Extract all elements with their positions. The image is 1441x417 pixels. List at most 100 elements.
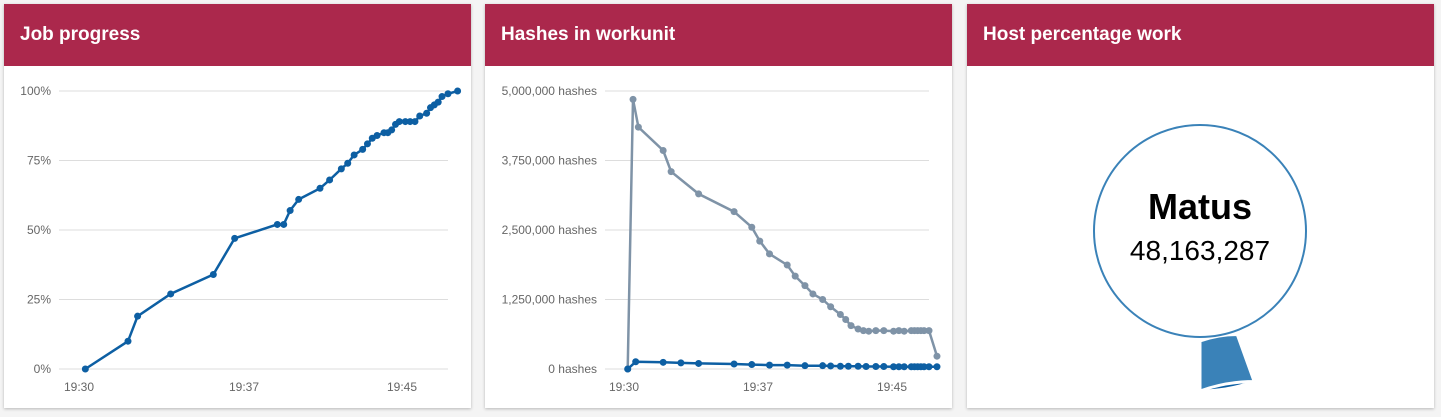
x-tick-label: 19:45 (387, 380, 417, 394)
data-point[interactable] (326, 176, 334, 184)
card-title-job-progress: Job progress (4, 4, 471, 66)
data-point[interactable] (859, 327, 867, 335)
data-point[interactable] (748, 223, 756, 231)
data-point[interactable] (925, 327, 933, 335)
data-point[interactable] (920, 327, 928, 335)
y-tick-label: 5,000,000 hashes (502, 84, 597, 98)
data-point[interactable] (81, 365, 89, 373)
data-point[interactable] (667, 168, 675, 176)
data-point[interactable] (209, 270, 217, 278)
y-tick-label: 3,750,000 hashes (502, 154, 597, 168)
data-point[interactable] (231, 234, 239, 242)
data-point[interactable] (677, 359, 685, 367)
data-point[interactable] (411, 118, 419, 126)
data-point[interactable] (634, 123, 642, 131)
data-point[interactable] (836, 362, 844, 370)
data-point[interactable] (819, 362, 827, 370)
data-point[interactable] (434, 98, 442, 106)
series-line (626, 99, 939, 370)
data-point[interactable] (842, 316, 850, 324)
data-point[interactable] (895, 327, 903, 335)
y-tick-label: 50% (27, 223, 51, 237)
data-point[interactable] (438, 93, 446, 101)
data-point[interactable] (827, 303, 835, 311)
host-percentage-donut: Matus 48,163,287 (1093, 124, 1307, 394)
pie-slice-main[interactable] (1198, 332, 1257, 394)
data-point[interactable] (854, 362, 862, 370)
data-point[interactable] (890, 363, 898, 371)
data-point[interactable] (695, 190, 703, 198)
data-point[interactable] (933, 352, 941, 360)
data-point[interactable] (363, 140, 371, 148)
data-point[interactable] (766, 250, 773, 258)
data-point[interactable] (801, 362, 809, 370)
data-point[interactable] (629, 95, 637, 103)
y-tick-label: 1,250,000 hashes (502, 293, 597, 307)
data-point[interactable] (359, 145, 367, 153)
data-point[interactable] (783, 361, 791, 369)
y-tick-label: 100% (20, 84, 51, 98)
data-point[interactable] (925, 363, 933, 371)
y-tick-label: 2,500,000 hashes (502, 223, 597, 237)
data-point[interactable] (416, 112, 424, 120)
data-point[interactable] (454, 87, 462, 95)
data-point[interactable] (401, 118, 409, 126)
data-point[interactable] (880, 362, 888, 370)
data-point[interactable] (695, 359, 703, 367)
data-point[interactable] (124, 337, 132, 345)
data-point[interactable] (872, 327, 880, 335)
data-point[interactable] (659, 146, 667, 154)
data-point[interactable] (809, 290, 817, 298)
data-point[interactable] (890, 327, 898, 335)
data-point[interactable] (844, 362, 852, 370)
data-point[interactable] (395, 118, 403, 126)
data-point[interactable] (730, 360, 738, 368)
data-point[interactable] (791, 272, 799, 280)
donut-center-value: 48,163,287 (1130, 235, 1270, 266)
data-point[interactable] (344, 159, 352, 167)
data-point[interactable] (900, 327, 908, 335)
data-point[interactable] (167, 290, 175, 298)
data-point[interactable] (872, 362, 880, 370)
data-point[interactable] (624, 365, 632, 373)
data-point[interactable] (406, 118, 414, 126)
host-percentage-card: Host percentage work Matus 48,163,287 (967, 4, 1434, 408)
data-point[interactable] (827, 362, 835, 370)
data-point[interactable] (895, 363, 903, 371)
data-point[interactable] (819, 296, 827, 303)
data-point[interactable] (134, 312, 142, 320)
data-point[interactable] (854, 325, 862, 333)
y-tick-label: 75% (27, 154, 51, 168)
data-point[interactable] (730, 208, 738, 216)
data-point[interactable] (766, 361, 773, 369)
data-point[interactable] (801, 282, 809, 290)
data-point[interactable] (444, 90, 452, 98)
data-point[interactable] (337, 165, 345, 173)
y-tick-label: 25% (27, 293, 51, 307)
data-point[interactable] (880, 327, 888, 335)
data-point[interactable] (373, 131, 381, 139)
data-point[interactable] (748, 361, 756, 369)
data-point[interactable] (933, 363, 941, 371)
data-point[interactable] (865, 327, 873, 335)
data-point[interactable] (632, 358, 640, 366)
data-point[interactable] (273, 220, 281, 228)
data-point[interactable] (920, 363, 928, 371)
job-progress-chart: 0% 25% 50% 75% 100% 19:30 19:37 19:45 (20, 84, 462, 394)
data-point[interactable] (783, 261, 791, 269)
x-tick-label: 19:30 (64, 380, 94, 394)
data-point[interactable] (756, 237, 764, 245)
data-point[interactable] (862, 362, 870, 370)
data-point[interactable] (280, 220, 288, 228)
data-point[interactable] (295, 195, 303, 203)
data-point[interactable] (423, 109, 431, 117)
data-point[interactable] (847, 322, 855, 330)
data-point[interactable] (659, 358, 667, 366)
data-point[interactable] (388, 126, 396, 134)
data-point[interactable] (350, 151, 358, 159)
data-point[interactable] (316, 184, 324, 192)
data-point[interactable] (900, 363, 908, 371)
data-point[interactable] (836, 311, 844, 319)
x-tick-label: 19:30 (609, 380, 639, 394)
data-point[interactable] (286, 207, 294, 215)
